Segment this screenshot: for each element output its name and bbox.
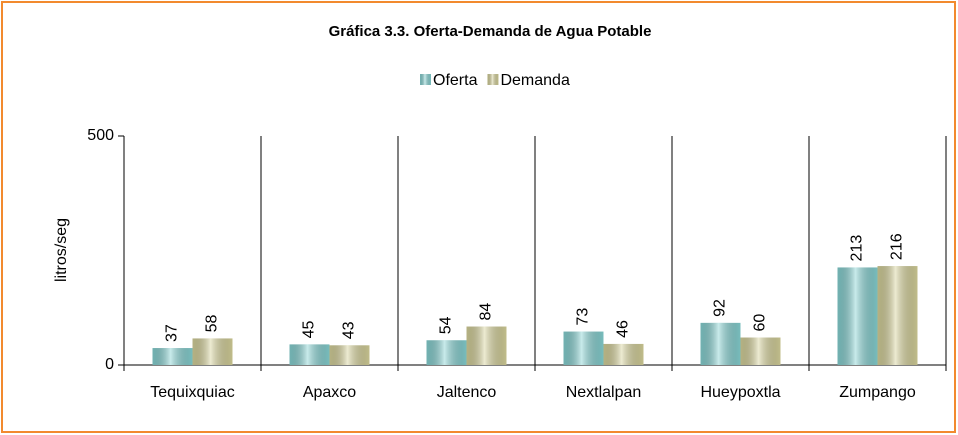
bar-shine xyxy=(877,266,918,365)
data-label: 58 xyxy=(204,315,221,333)
bar-shine xyxy=(289,344,330,365)
x-tick-label: Zumpango xyxy=(839,384,916,401)
data-label: 37 xyxy=(164,324,181,342)
y-axis-label: litros/seg xyxy=(53,218,70,282)
x-tick-label: Hueypoxtla xyxy=(700,384,780,401)
bar-shine xyxy=(426,340,467,365)
bar-shine xyxy=(152,348,193,365)
bar-shine xyxy=(466,326,507,365)
x-tick-label: Tequixquiac xyxy=(150,384,235,401)
data-label: 92 xyxy=(712,299,729,317)
y-tick-label: 0 xyxy=(105,356,114,373)
y-tick-label: 500 xyxy=(87,127,114,144)
bar-shine xyxy=(192,338,233,365)
x-tick-label: Jaltenco xyxy=(437,384,497,401)
legend-swatch-shine xyxy=(487,74,499,85)
data-label: 60 xyxy=(752,314,769,332)
data-label: 84 xyxy=(478,303,495,321)
bar-shine xyxy=(837,267,878,365)
legend-swatch-shine xyxy=(420,74,431,85)
bar-shine xyxy=(329,345,370,365)
bar-shine xyxy=(603,343,644,365)
legend-label: Demanda xyxy=(500,72,569,89)
x-tick-label: Nextlalpan xyxy=(566,384,642,401)
data-label: 54 xyxy=(438,316,455,334)
legend-label: Oferta xyxy=(433,72,478,89)
data-label: 45 xyxy=(301,320,318,338)
chart-title: Gráfica 3.3. Oferta-Demanda de Agua Pota… xyxy=(329,23,652,40)
data-label: 73 xyxy=(575,308,592,326)
data-label: 216 xyxy=(889,233,906,260)
bar-shine xyxy=(740,337,781,365)
data-label: 213 xyxy=(849,235,866,262)
bar-shine xyxy=(700,322,741,365)
data-label: 46 xyxy=(615,320,632,338)
x-tick-label: Apaxco xyxy=(303,384,356,401)
bar-shine xyxy=(563,331,604,365)
data-label: 43 xyxy=(341,321,358,339)
